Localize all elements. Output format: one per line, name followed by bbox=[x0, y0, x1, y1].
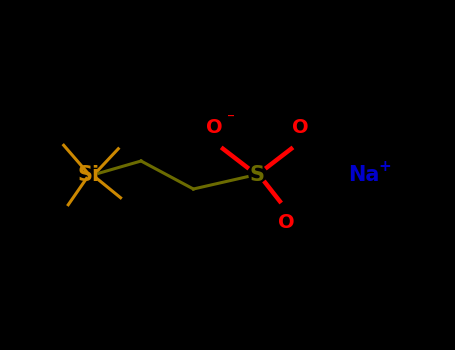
Text: S: S bbox=[250, 165, 264, 185]
Text: O: O bbox=[206, 118, 222, 137]
Text: O: O bbox=[278, 213, 295, 232]
Text: Na: Na bbox=[349, 165, 379, 185]
Text: O: O bbox=[292, 118, 308, 137]
Text: Si: Si bbox=[78, 165, 100, 185]
Text: +: + bbox=[378, 159, 391, 174]
Text: ⁻: ⁻ bbox=[227, 112, 235, 127]
